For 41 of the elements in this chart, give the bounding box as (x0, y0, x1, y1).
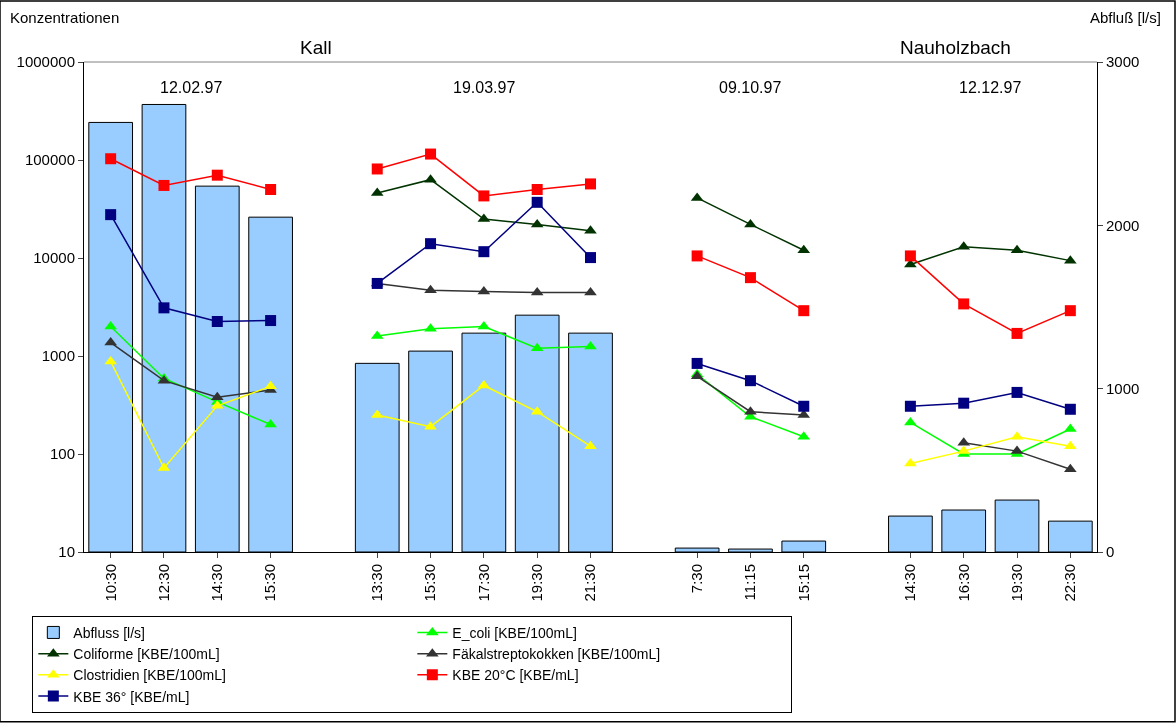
y2-tick-label: 3000 (1106, 53, 1140, 71)
y2-tick-label: 2000 (1106, 216, 1140, 234)
x-tick-label: 12:30 (154, 564, 172, 602)
y-tick-label: 100 (49, 445, 75, 463)
x-tick-label: 19:30 (1007, 564, 1025, 602)
x-tick-label: 17:30 (474, 564, 492, 602)
y2-axis-title: Abfluß [l/s] (1090, 9, 1161, 26)
x-tick-label: 15:30 (421, 564, 439, 602)
legend-label: Clostridien [KBE/100mL] (73, 667, 226, 684)
x-tick-label: 22:30 (1061, 564, 1079, 602)
x-tick-label: 14:30 (901, 564, 919, 602)
annotation: 19.03.97 (453, 79, 516, 96)
text: Kall (300, 37, 332, 58)
x-tick-label: 15:30 (261, 564, 279, 602)
x-tick-label: 7:30 (688, 564, 706, 594)
y-tick-label: 10 (58, 543, 75, 561)
legend-label: Fäkalstreptokokken [KBE/100mL] (452, 646, 661, 663)
legend-label: KBE 20°C [KBE/mL] (452, 667, 579, 684)
x-tick-label: 21:30 (581, 564, 599, 602)
y-tick-label: 100000 (24, 151, 75, 169)
y2-tick-label: 1000 (1106, 379, 1140, 397)
x-tick-label: 13:30 (368, 564, 386, 602)
x-tick-label: 10:30 (101, 564, 119, 602)
annotation: 09.10.97 (719, 79, 782, 96)
annotation: 12.12.97 (959, 79, 1022, 96)
y-tick-label: 1000000 (16, 53, 75, 71)
y-tick-label: 10000 (33, 249, 75, 267)
legend-label: KBE 36° [KBE/mL] (73, 688, 190, 705)
x-tick-label: 11:15 (741, 564, 759, 601)
legend-label: Abfluss [l/s] (73, 624, 145, 641)
y-axis-title: Konzentrationen (10, 9, 120, 26)
y-tick-label: 1000 (41, 347, 75, 365)
text: Nauholzbach (900, 37, 1011, 58)
legend-label: Coliforme [KBE/100mL] (73, 646, 220, 663)
x-tick-label: 16:30 (954, 564, 972, 602)
legend-label: E_coli [KBE/100mL] (452, 624, 577, 641)
x-tick-label: 19:30 (528, 564, 546, 602)
x-tick-label: 15:15 (794, 564, 812, 602)
x-tick-label: 14:30 (208, 564, 226, 602)
y2-tick-label: 0 (1106, 543, 1115, 561)
annotation: 12.02.97 (160, 79, 223, 96)
